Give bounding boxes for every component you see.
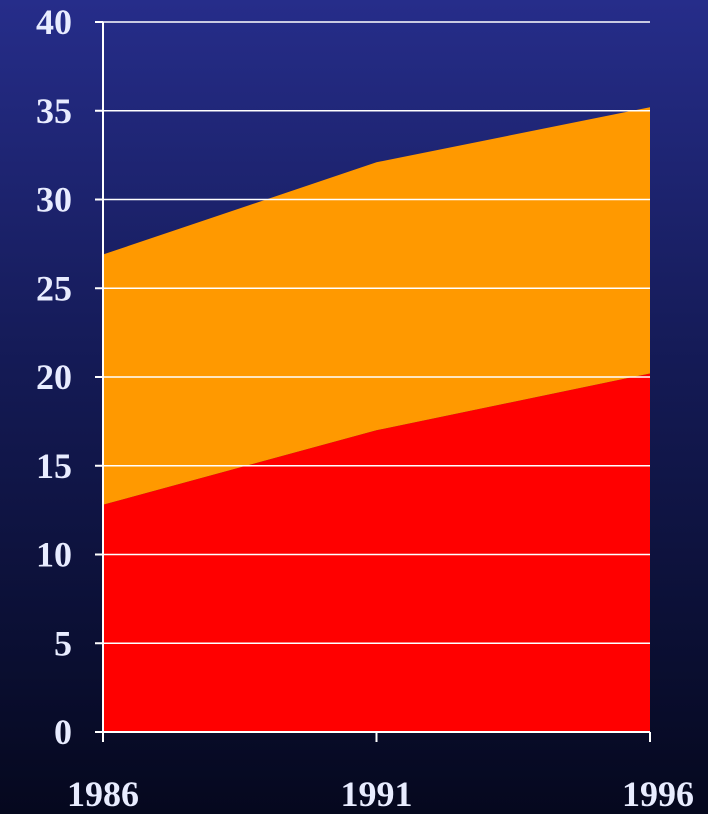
y-tick-label: 10 [36, 535, 72, 575]
area-series-1 [103, 373, 650, 732]
x-tick-label: 1986 [67, 774, 139, 814]
y-axis-tick-labels: 0 5 10 15 20 25 30 35 40 [36, 2, 72, 752]
y-tick-label: 40 [36, 2, 72, 42]
y-tick-label: 0 [54, 712, 72, 752]
x-tick-label: 1996 [622, 774, 694, 814]
axes [95, 21, 651, 742]
y-tick-label: 5 [54, 623, 72, 663]
y-tick-label: 35 [36, 91, 72, 131]
y-tick-label: 25 [36, 268, 72, 308]
y-tick-label: 15 [36, 446, 72, 486]
area-layer [103, 107, 650, 732]
x-axis-tick-labels: 1986 1991 1996 [67, 774, 694, 814]
area-series-2 [103, 107, 650, 505]
gridlines [103, 21, 650, 645]
y-tick-label: 20 [36, 357, 72, 397]
x-tick-label: 1991 [341, 774, 413, 814]
y-tick-label: 30 [36, 180, 72, 220]
